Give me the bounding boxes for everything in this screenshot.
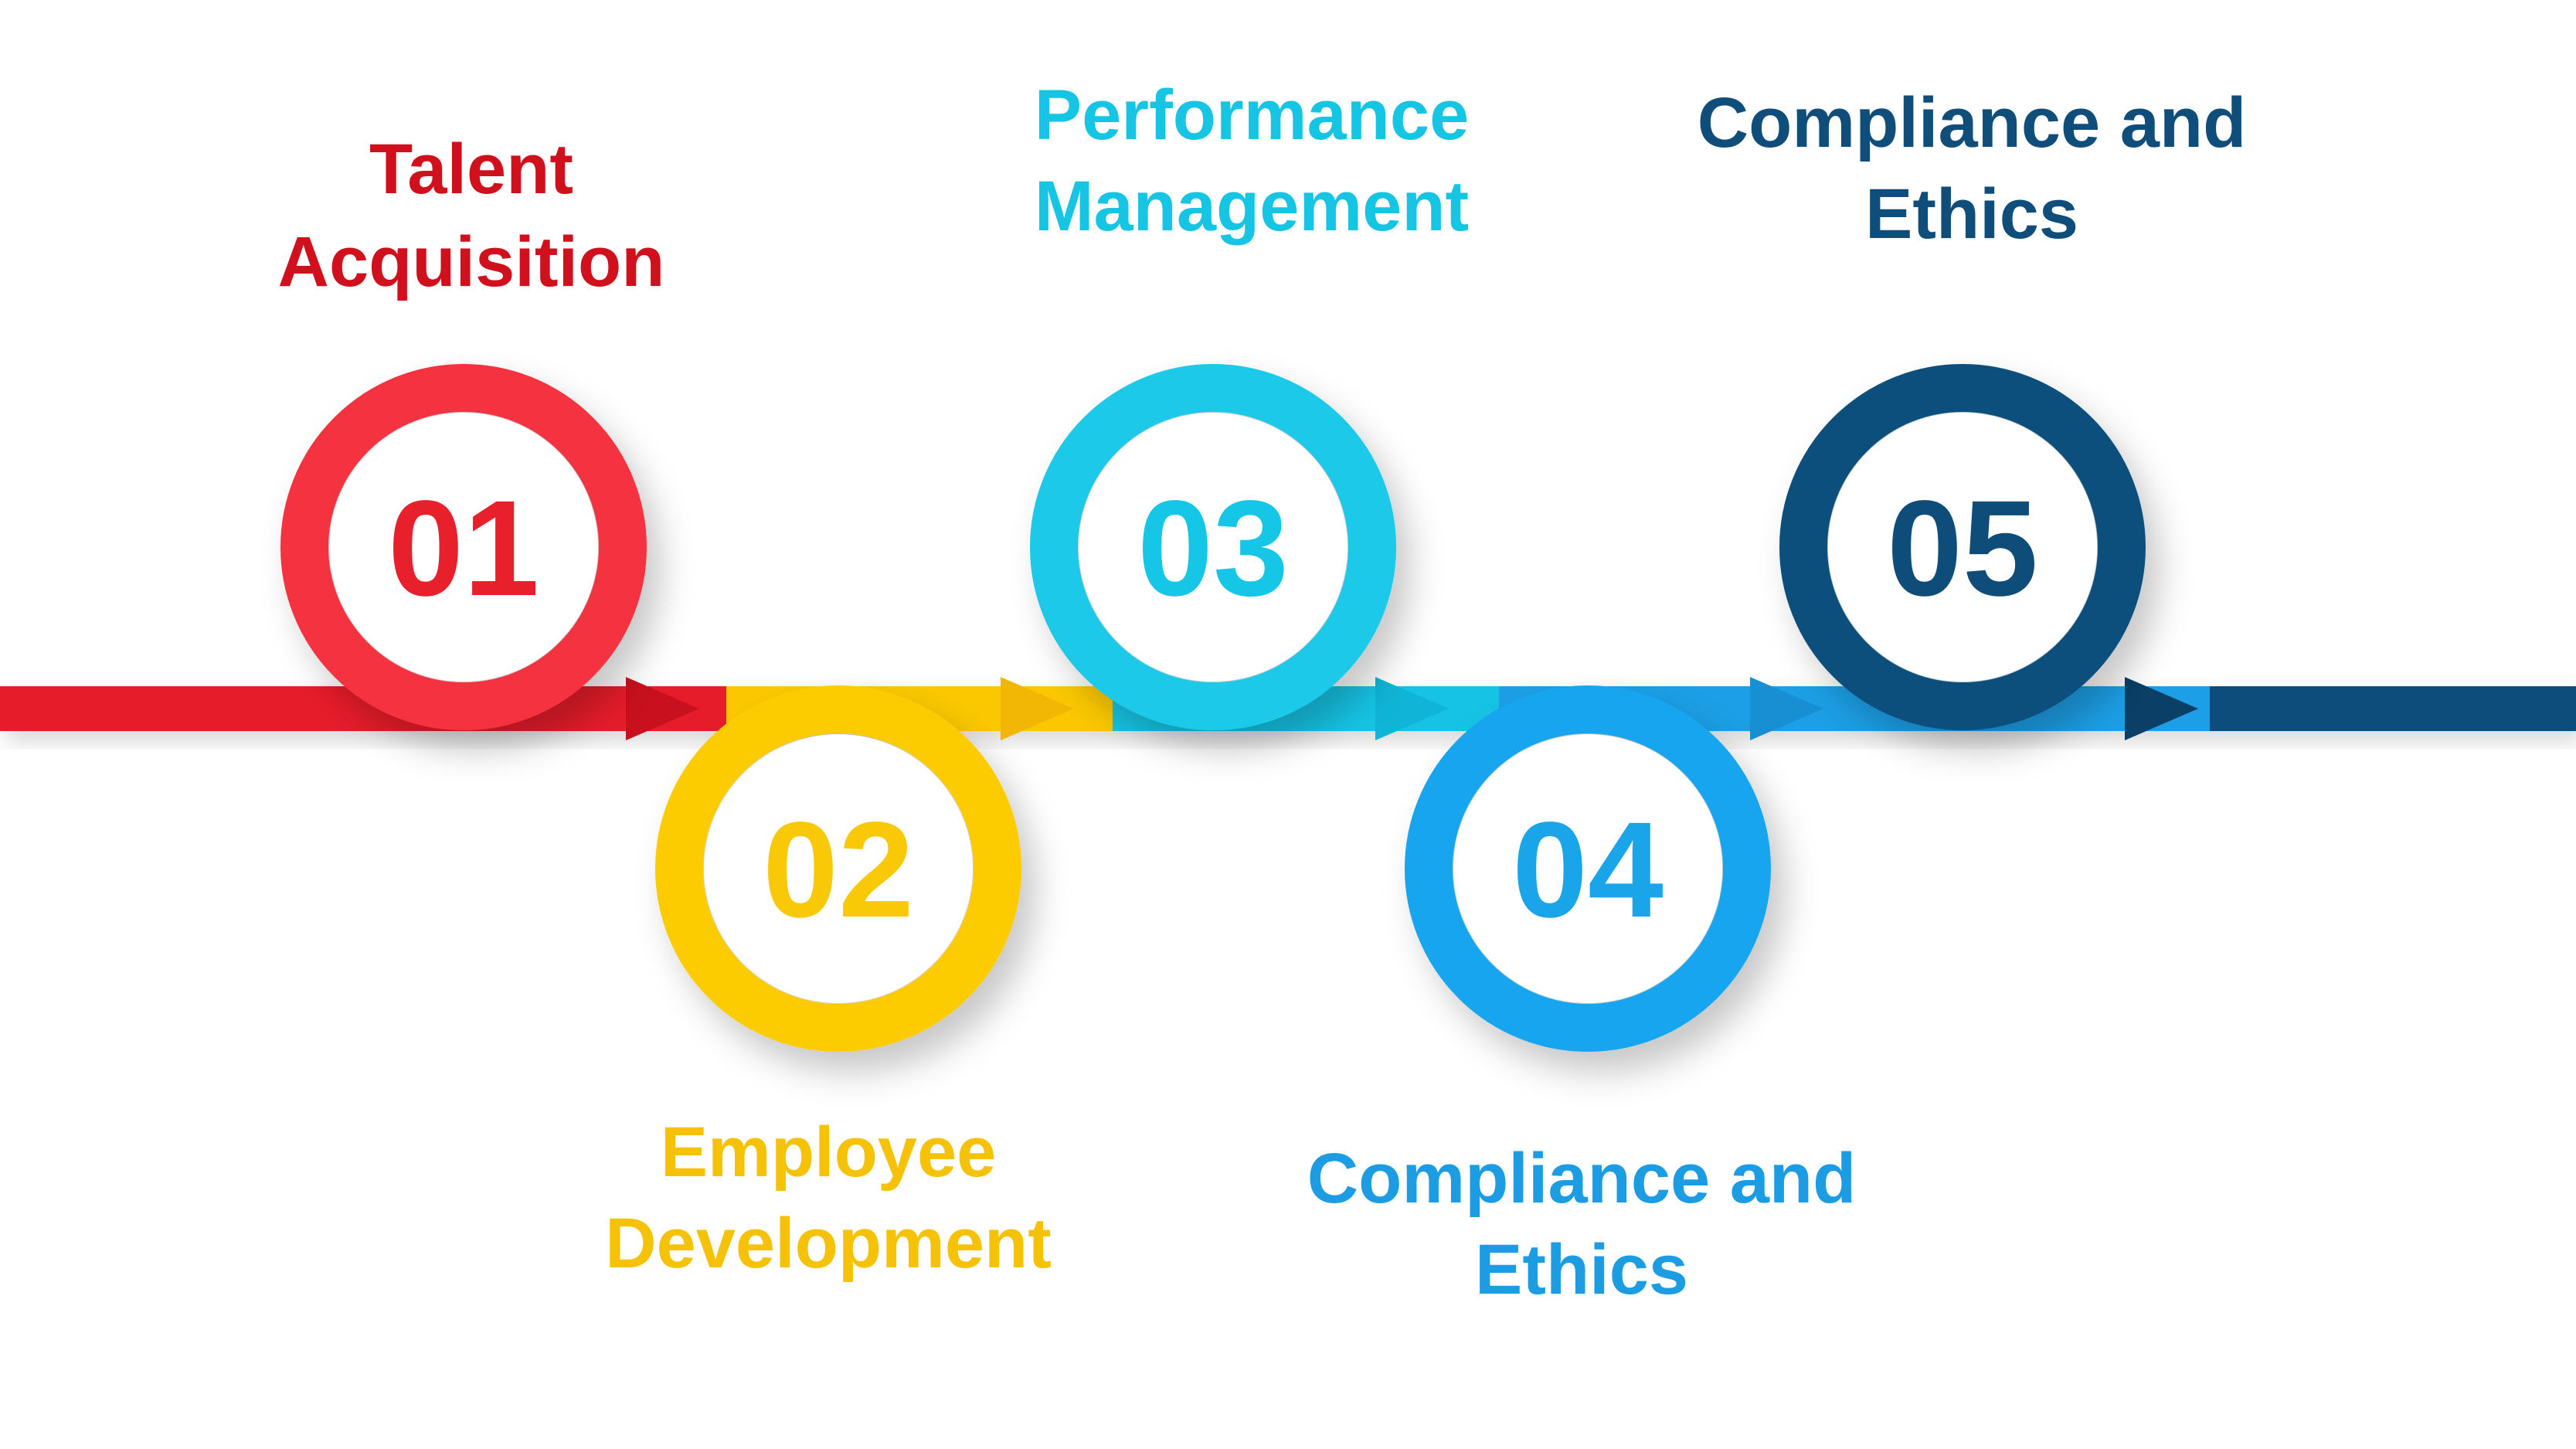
step-5-ring xyxy=(1779,364,2146,730)
arrow-icon xyxy=(1750,677,1823,740)
step-3-number: 03 xyxy=(1137,473,1289,624)
step-2-title: Employee Development xyxy=(605,1113,1052,1283)
arrow-icon xyxy=(1375,677,1449,740)
arrow-icon xyxy=(2125,677,2198,740)
step-4-number: 04 xyxy=(1512,794,1664,946)
step-4-title: Compliance and Ethics xyxy=(1307,1139,1857,1309)
step-1-title-line-1: Talent xyxy=(369,130,573,209)
arrow-icon xyxy=(1001,677,1074,740)
step-4-title-line-1: Compliance and xyxy=(1307,1139,1857,1218)
step-1-ring xyxy=(280,364,647,730)
step-1-number: 01 xyxy=(388,473,539,624)
step-3-ring xyxy=(1030,364,1396,730)
step-5-title-line-1: Compliance and xyxy=(1698,83,2247,162)
step-2-title-line-1: Employee xyxy=(661,1113,997,1192)
step-3-title-line-1: Performance xyxy=(1035,76,1469,155)
band-arrows xyxy=(626,677,2198,740)
step-5-number: 05 xyxy=(1887,473,2038,624)
step-2-ring xyxy=(655,685,1021,1052)
step-5-title: Compliance and Ethics xyxy=(1698,83,2247,253)
step-2-number: 02 xyxy=(763,794,914,946)
step-3-title-line-2: Management xyxy=(1035,167,1469,246)
step-5-title-line-2: Ethics xyxy=(1865,175,2078,253)
band-segment-5 xyxy=(2210,686,2576,731)
arrow-icon xyxy=(626,677,699,740)
step-1-title-line-2: Acquisition xyxy=(278,223,665,301)
step-4-title-line-2: Ethics xyxy=(1475,1230,1688,1309)
step-1-title: Talent Acquisition xyxy=(278,130,665,301)
step-3-title: Performance Management xyxy=(1035,76,1469,246)
step-4-ring xyxy=(1405,685,1771,1052)
step-2-title-line-2: Development xyxy=(605,1204,1052,1283)
